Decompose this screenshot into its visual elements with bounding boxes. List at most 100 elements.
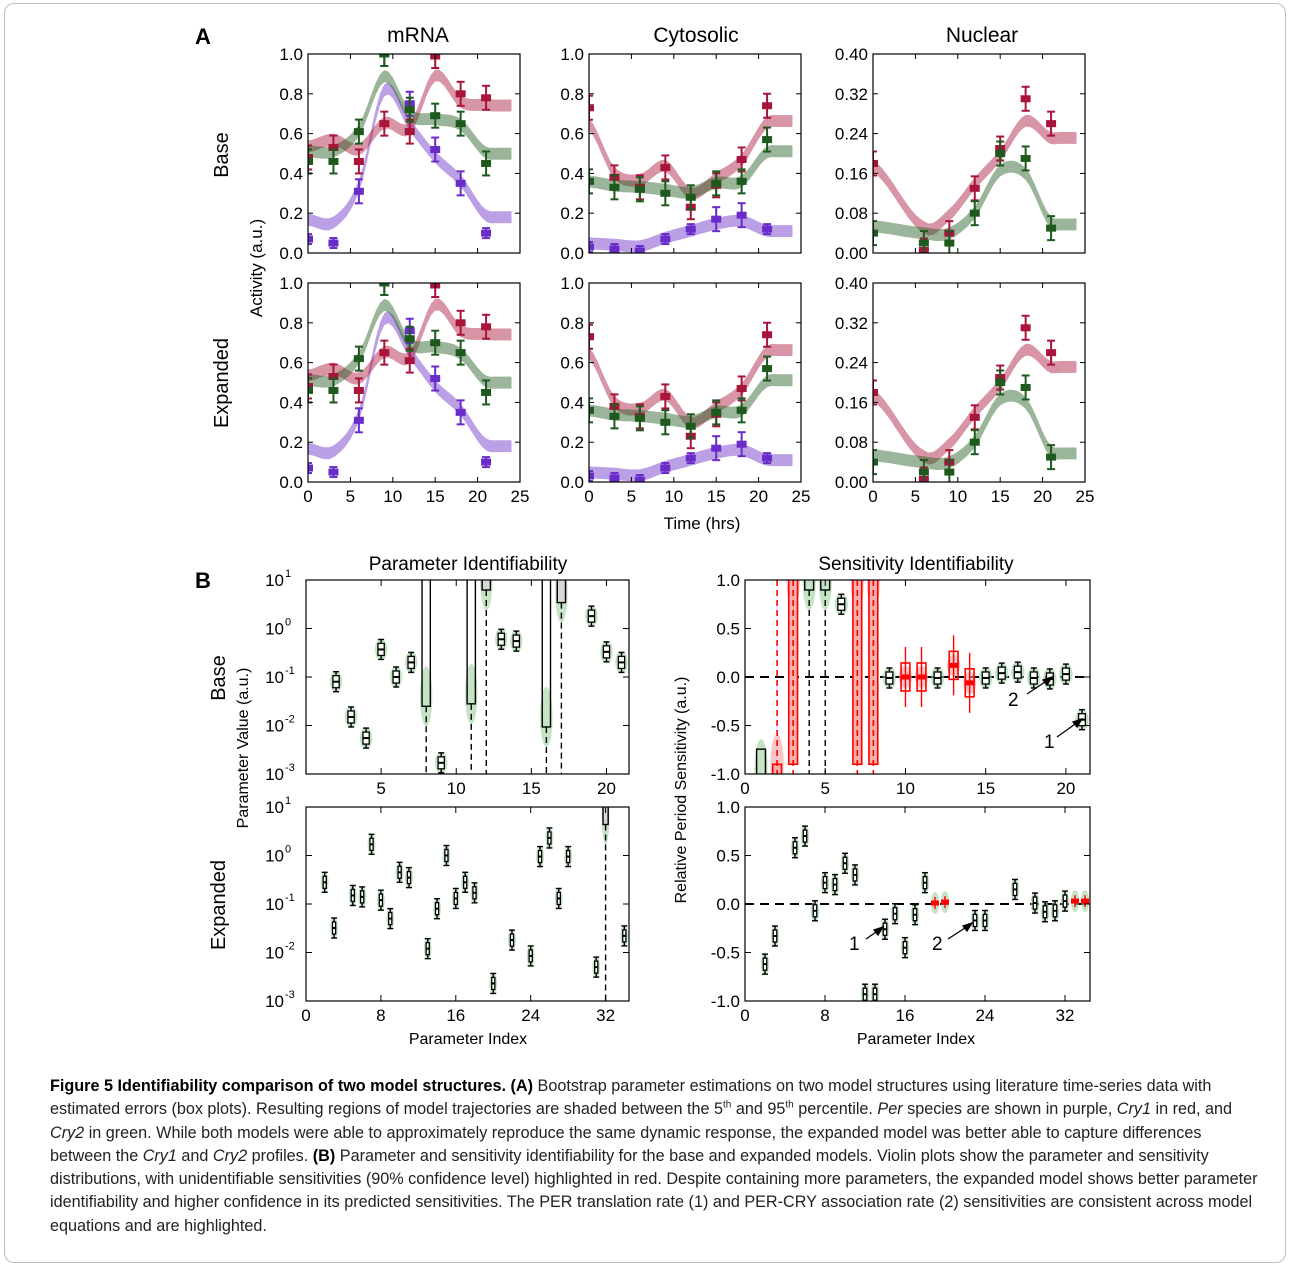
row-label-base-b: Base [208,655,230,701]
chart-a-base-nuclear: 0.00 0.08 0.16 0.24 0.32 0.40 [835,45,1086,263]
panel-label-b: B [195,568,211,593]
data-marker [481,159,492,167]
x-tick-label: 15 [976,779,995,798]
parameter-marker [770,580,784,774]
data-marker [353,416,364,424]
plot-area [745,580,1090,774]
data-point-cry1 [353,148,364,175]
data-marker [379,120,390,128]
data-point-cry1 [589,323,594,350]
parameter-marker [940,891,950,914]
data-marker [660,418,671,426]
data-marker [736,384,747,392]
parameter-marker [564,845,573,868]
parameter-marker [1050,899,1060,922]
plot-area [320,807,629,1001]
title-sensitivity-identifiability: Sensitivity Identifiability [818,554,1014,575]
data-point-cry2 [685,184,696,211]
data-point-cry2 [609,403,620,430]
parameter-marker [330,917,338,940]
parameter-marker [592,956,601,979]
data-point-cry2 [379,54,390,67]
data-marker [328,386,339,394]
parameter-marker [435,751,448,774]
data-point-cry2 [455,110,466,137]
data-marker [308,157,313,165]
data-marker [969,209,980,217]
box [602,807,609,826]
y-tick-label: 0.24 [835,125,868,144]
parameter-marker [970,909,980,932]
chart-a-expanded-cytosolic: 0.0 0.2 0.4 0.6 0.8 1.0 0 5 10 15 20 25 [560,274,810,506]
data-marker [736,155,747,163]
caption-text: and 95 [735,1100,786,1119]
x-tick-label: 15 [522,779,541,798]
chart-b-expanded-sensitivity: -1.0 -0.5 0.0 0.5 1.0 0 8 16 24 32 [711,798,1091,1025]
x-tick-label: 16 [446,1006,465,1025]
parameter-marker [374,638,388,661]
data-marker [634,476,645,482]
data-marker [353,355,364,363]
y-tick-label: 1.0 [716,571,740,590]
data-marker [328,239,339,247]
x-tick-label: 15 [426,487,445,506]
data-marker [634,414,645,422]
median-red [917,674,926,680]
median-red [949,662,958,668]
data-marker [328,144,339,152]
parameter-marker [898,647,913,707]
data-marker [404,335,415,343]
x-tick-label: 5 [627,487,636,506]
data-marker [685,454,696,462]
parameter-marker [395,861,404,884]
box-red [964,668,975,698]
caption-text: Bootstrap parameter estimations on two m… [50,1077,1212,1119]
y-tick-label: 0.0 [716,895,740,914]
parameter-marker [914,647,929,707]
parameter-marker [1027,666,1041,689]
caption-text: species are shown in purple, [907,1100,1113,1119]
parameter-marker [536,845,544,868]
row-label-base-a: Base [211,132,233,178]
parameter-marker [386,907,395,930]
data-marker [481,229,492,237]
col-title-cytosolic: Cytosolic [653,24,738,47]
data-marker [455,120,466,128]
data-marker [308,235,313,243]
parameter-marker [1010,878,1020,901]
y-tick-label: 10 [265,992,284,1011]
y-tick-label: 0.2 [279,204,303,223]
data-marker [404,357,415,365]
data-marker [969,413,980,421]
x-tick-label: 5 [376,779,385,798]
x-tick-label: 16 [896,1006,915,1025]
y-tick-label: 10 [265,895,284,914]
y-tick-exponent: 0 [285,844,291,856]
y-tick-label: 0.0 [716,668,740,687]
y-tick-label: 10 [265,620,284,639]
chart-a-base-mrna: 0.0 0.2 0.4 0.6 0.8 1.0 [279,45,521,263]
parameter-marker [754,739,768,774]
data-marker [308,386,313,394]
data-point-cry2 [328,377,339,404]
data-marker [873,388,878,396]
data-point-per [430,365,441,392]
caption-gene: Per [877,1100,903,1119]
parameter-marker [786,580,800,774]
y-tick-label: 0.5 [716,620,740,639]
parameter-marker [850,863,860,886]
caption-figure-label: Figure 5 [50,1077,113,1095]
model-band-per [308,311,512,460]
parameter-marker [344,705,358,728]
x-tick-label: 5 [820,779,829,798]
parameter-marker [760,953,770,976]
y-tick-label: 0.40 [835,45,868,64]
y-tick-label: 0.6 [279,125,303,144]
annotation-2-base: 2 [1008,690,1019,711]
y-tick-exponent: -2 [285,714,295,726]
x-tick-label: 0 [740,779,749,798]
data-marker [762,331,773,339]
axes-frame [588,282,802,483]
y-tick-label: 0.2 [560,204,584,223]
y-tick-label: 0.8 [279,85,303,104]
